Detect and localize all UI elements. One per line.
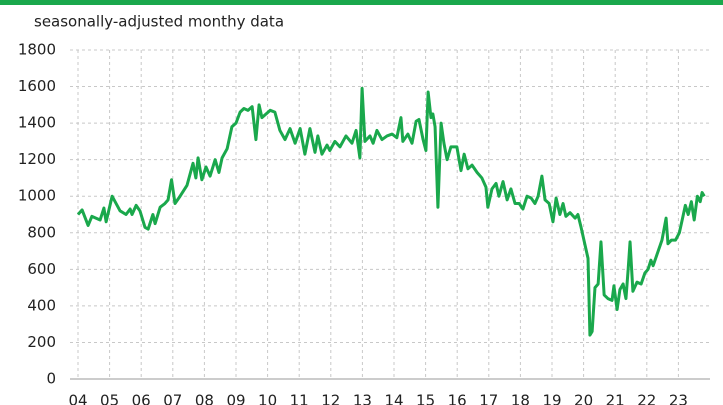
x-tick-label: 04 — [68, 392, 87, 405]
y-tick-label: 1000 — [18, 187, 56, 205]
x-tick-label: 07 — [163, 392, 182, 405]
x-tick-label: 17 — [479, 392, 498, 405]
x-tick-label: 10 — [258, 392, 277, 405]
y-tick-label: 0 — [46, 370, 56, 388]
y-tick-label: 1400 — [18, 114, 56, 132]
x-tick-label: 23 — [669, 392, 688, 405]
y-tick-label: 1800 — [18, 41, 56, 59]
x-tick-label: 18 — [511, 392, 530, 405]
y-tick-label: 1600 — [18, 77, 56, 95]
y-tick-label: 400 — [27, 296, 56, 314]
y-tick-label: 200 — [27, 333, 56, 351]
top-bar — [0, 0, 723, 5]
x-tick-label: 14 — [384, 392, 403, 405]
x-tick-label: 19 — [542, 392, 561, 405]
x-tick-label: 12 — [321, 392, 340, 405]
x-tick-label: 06 — [132, 392, 151, 405]
x-tick-label: 09 — [226, 392, 245, 405]
x-tick-label: 11 — [290, 392, 309, 405]
x-tick-label: 08 — [195, 392, 214, 405]
data-line — [76, 86, 706, 337]
x-tick-label: 21 — [606, 392, 625, 405]
y-tick-label: 800 — [27, 223, 56, 241]
chart-subtitle: seasonally-adjusted monthy data — [34, 13, 284, 31]
x-tick-label: 05 — [100, 392, 119, 405]
x-tick-label: 13 — [353, 392, 372, 405]
x-tick-label: 20 — [574, 392, 593, 405]
x-tick-label: 16 — [448, 392, 467, 405]
y-tick-label: 600 — [27, 260, 56, 278]
x-tick-label: 22 — [637, 392, 656, 405]
x-tick-label: 15 — [416, 392, 435, 405]
y-tick-label: 1200 — [18, 150, 56, 168]
